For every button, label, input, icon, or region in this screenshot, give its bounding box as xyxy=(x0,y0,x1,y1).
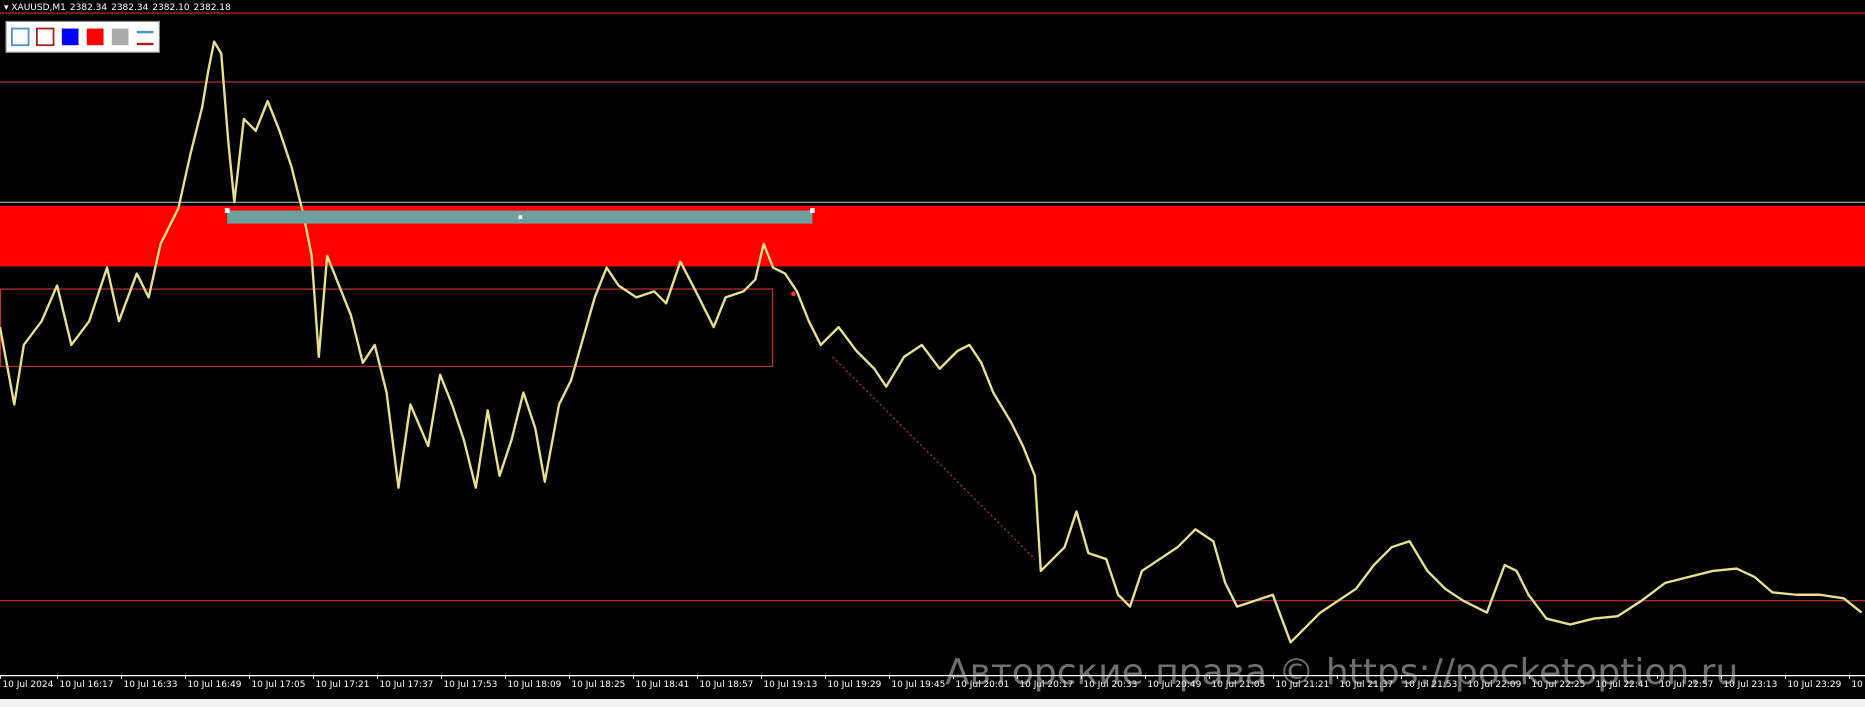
time-tick xyxy=(1529,675,1531,679)
price: 2382.34 xyxy=(69,3,108,13)
time-label: 10 Jul 21:53 xyxy=(1403,680,1458,690)
time-tick xyxy=(825,675,827,679)
time-label: 10 Jul 18:41 xyxy=(635,680,690,690)
time-label: 10 Jul 16:33 xyxy=(123,680,178,690)
time-label: 10 xyxy=(1851,680,1863,690)
time-label: 10 Jul 18:57 xyxy=(699,680,754,690)
time-label: 10 Jul 21:21 xyxy=(1275,680,1330,690)
time-label: 10 Jul 19:45 xyxy=(891,680,946,690)
time-label: 10 Jul 20:17 xyxy=(1019,680,1074,690)
time-tick xyxy=(1465,675,1467,679)
handle[interactable] xyxy=(224,208,230,213)
time-label: 10 Jul 17:05 xyxy=(251,680,306,690)
chart-header: ▾ XAUUSD,M1 2382.34 2382.34 2382.10 2382.18 xyxy=(4,3,231,13)
time-tick xyxy=(1721,675,1723,679)
time-tick xyxy=(377,675,379,679)
time-tick xyxy=(1273,675,1275,679)
handle[interactable] xyxy=(810,208,815,213)
time-tick xyxy=(953,675,955,679)
scrollbar[interactable] xyxy=(0,699,1865,707)
time-tick xyxy=(1209,675,1211,679)
price-line xyxy=(0,40,1863,644)
price: 2382.18 xyxy=(193,3,231,13)
drawing-layer xyxy=(0,12,1865,677)
tool-button[interactable] xyxy=(111,28,129,46)
time-tick xyxy=(1081,675,1083,679)
time-label: 10 Jul 2024 xyxy=(2,680,54,690)
time-label: 10 Jul 22:25 xyxy=(1531,680,1586,690)
marker xyxy=(791,291,796,297)
time-label: 10 Jul 16:49 xyxy=(187,680,242,690)
trend-line xyxy=(832,356,1036,560)
time-tick xyxy=(1017,675,1019,679)
time-tick xyxy=(633,675,635,679)
handle[interactable] xyxy=(518,215,523,219)
time-axis: 10 Jul 2024 10 Jul 16:17 10 Jul 16:33 10 Ju… xyxy=(0,675,1865,699)
tool-button[interactable] xyxy=(136,42,154,46)
time-tick xyxy=(889,675,891,679)
time-label: 10 Jul 17:37 xyxy=(379,680,434,690)
time-tick xyxy=(57,675,59,679)
range-box xyxy=(0,288,774,367)
watermark: Авторские права © https://pocketoption.r… xyxy=(945,652,1739,693)
time-tick xyxy=(0,675,2,679)
time-label: 10 Jul 20:33 xyxy=(1083,680,1138,690)
time-tick xyxy=(505,675,507,679)
time-tick xyxy=(1401,675,1403,679)
time-label: 10 Jul 18:25 xyxy=(571,680,626,690)
time-tick xyxy=(313,675,315,679)
time-label: 10 Jul 22:09 xyxy=(1467,680,1522,690)
time-tick xyxy=(1657,675,1659,679)
time-tick xyxy=(761,675,763,679)
time-tick xyxy=(1785,675,1787,679)
time-label: 10 Jul 20:49 xyxy=(1147,680,1202,690)
time-tick xyxy=(1337,675,1339,679)
time-tick xyxy=(121,675,123,679)
time-tick xyxy=(185,675,187,679)
price: 2382.10 xyxy=(152,3,190,13)
time-label: 10 Jul 21:37 xyxy=(1339,680,1394,690)
time-label: 10 Jul 22:41 xyxy=(1595,680,1650,690)
time-tick xyxy=(249,675,251,679)
tool-button[interactable] xyxy=(61,28,79,46)
time-tick xyxy=(441,675,443,679)
toolbar xyxy=(5,20,160,53)
time-label: 10 Jul 20:01 xyxy=(955,680,1010,690)
symbol: XAUUSD,M1 xyxy=(11,3,66,13)
time-label: 10 Jul 17:21 xyxy=(315,680,370,690)
time-label: 10 Jul 17:53 xyxy=(443,680,498,690)
time-tick xyxy=(1145,675,1147,679)
time-label: 10 Jul 21:05 xyxy=(1211,680,1266,690)
time-tick xyxy=(569,675,571,679)
time-tick xyxy=(1849,675,1851,679)
time-tick xyxy=(697,675,699,679)
time-tick xyxy=(1593,675,1595,679)
tool-button[interactable] xyxy=(136,30,154,34)
time-label: 10 Jul 23:13 xyxy=(1723,680,1778,690)
tool-button[interactable] xyxy=(11,27,30,47)
time-label: 10 Jul 19:13 xyxy=(763,680,818,690)
time-label: 10 Jul 16:17 xyxy=(59,680,114,690)
tool-button[interactable] xyxy=(35,27,55,47)
tool-button[interactable] xyxy=(86,28,104,46)
price: 2382.34 xyxy=(111,3,149,13)
time-label: 10 Jul 23:29 xyxy=(1787,680,1842,690)
time-label: 10 Jul 19:29 xyxy=(827,680,882,690)
time-label: 10 Jul 22:57 xyxy=(1659,680,1714,690)
time-label: 10 Jul 18:09 xyxy=(507,680,562,690)
